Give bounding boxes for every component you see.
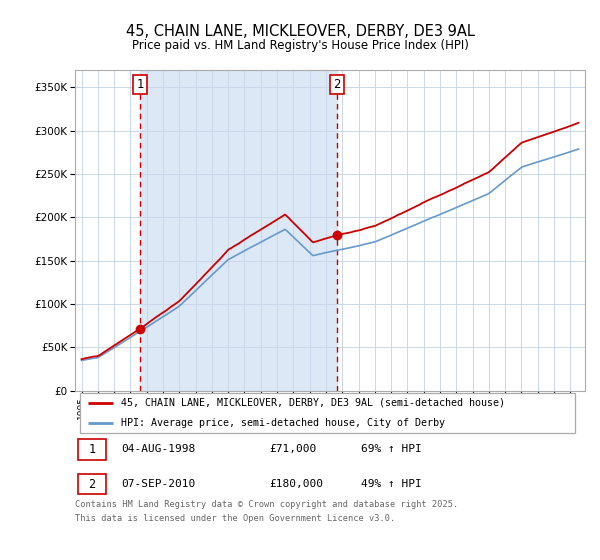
Text: 69% ↑ HPI: 69% ↑ HPI <box>361 445 421 454</box>
Bar <box>140 70 337 391</box>
Text: £180,000: £180,000 <box>269 479 323 489</box>
FancyBboxPatch shape <box>80 393 575 433</box>
Text: Contains HM Land Registry data © Crown copyright and database right 2025.
This d: Contains HM Land Registry data © Crown c… <box>75 500 458 522</box>
FancyBboxPatch shape <box>77 439 106 460</box>
Text: HPI: Average price, semi-detached house, City of Derby: HPI: Average price, semi-detached house,… <box>121 418 445 428</box>
Text: 2: 2 <box>88 478 95 491</box>
Text: 2: 2 <box>333 78 341 91</box>
FancyBboxPatch shape <box>77 474 106 494</box>
Text: Price paid vs. HM Land Registry's House Price Index (HPI): Price paid vs. HM Land Registry's House … <box>131 39 469 52</box>
Text: 04-AUG-1998: 04-AUG-1998 <box>121 445 195 454</box>
Text: 45, CHAIN LANE, MICKLEOVER, DERBY, DE3 9AL: 45, CHAIN LANE, MICKLEOVER, DERBY, DE3 9… <box>125 24 475 39</box>
Text: 1: 1 <box>136 78 144 91</box>
Text: £71,000: £71,000 <box>269 445 316 454</box>
Text: 49% ↑ HPI: 49% ↑ HPI <box>361 479 421 489</box>
Text: 07-SEP-2010: 07-SEP-2010 <box>121 479 195 489</box>
Text: 1: 1 <box>88 443 95 456</box>
Text: 45, CHAIN LANE, MICKLEOVER, DERBY, DE3 9AL (semi-detached house): 45, CHAIN LANE, MICKLEOVER, DERBY, DE3 9… <box>121 398 505 408</box>
